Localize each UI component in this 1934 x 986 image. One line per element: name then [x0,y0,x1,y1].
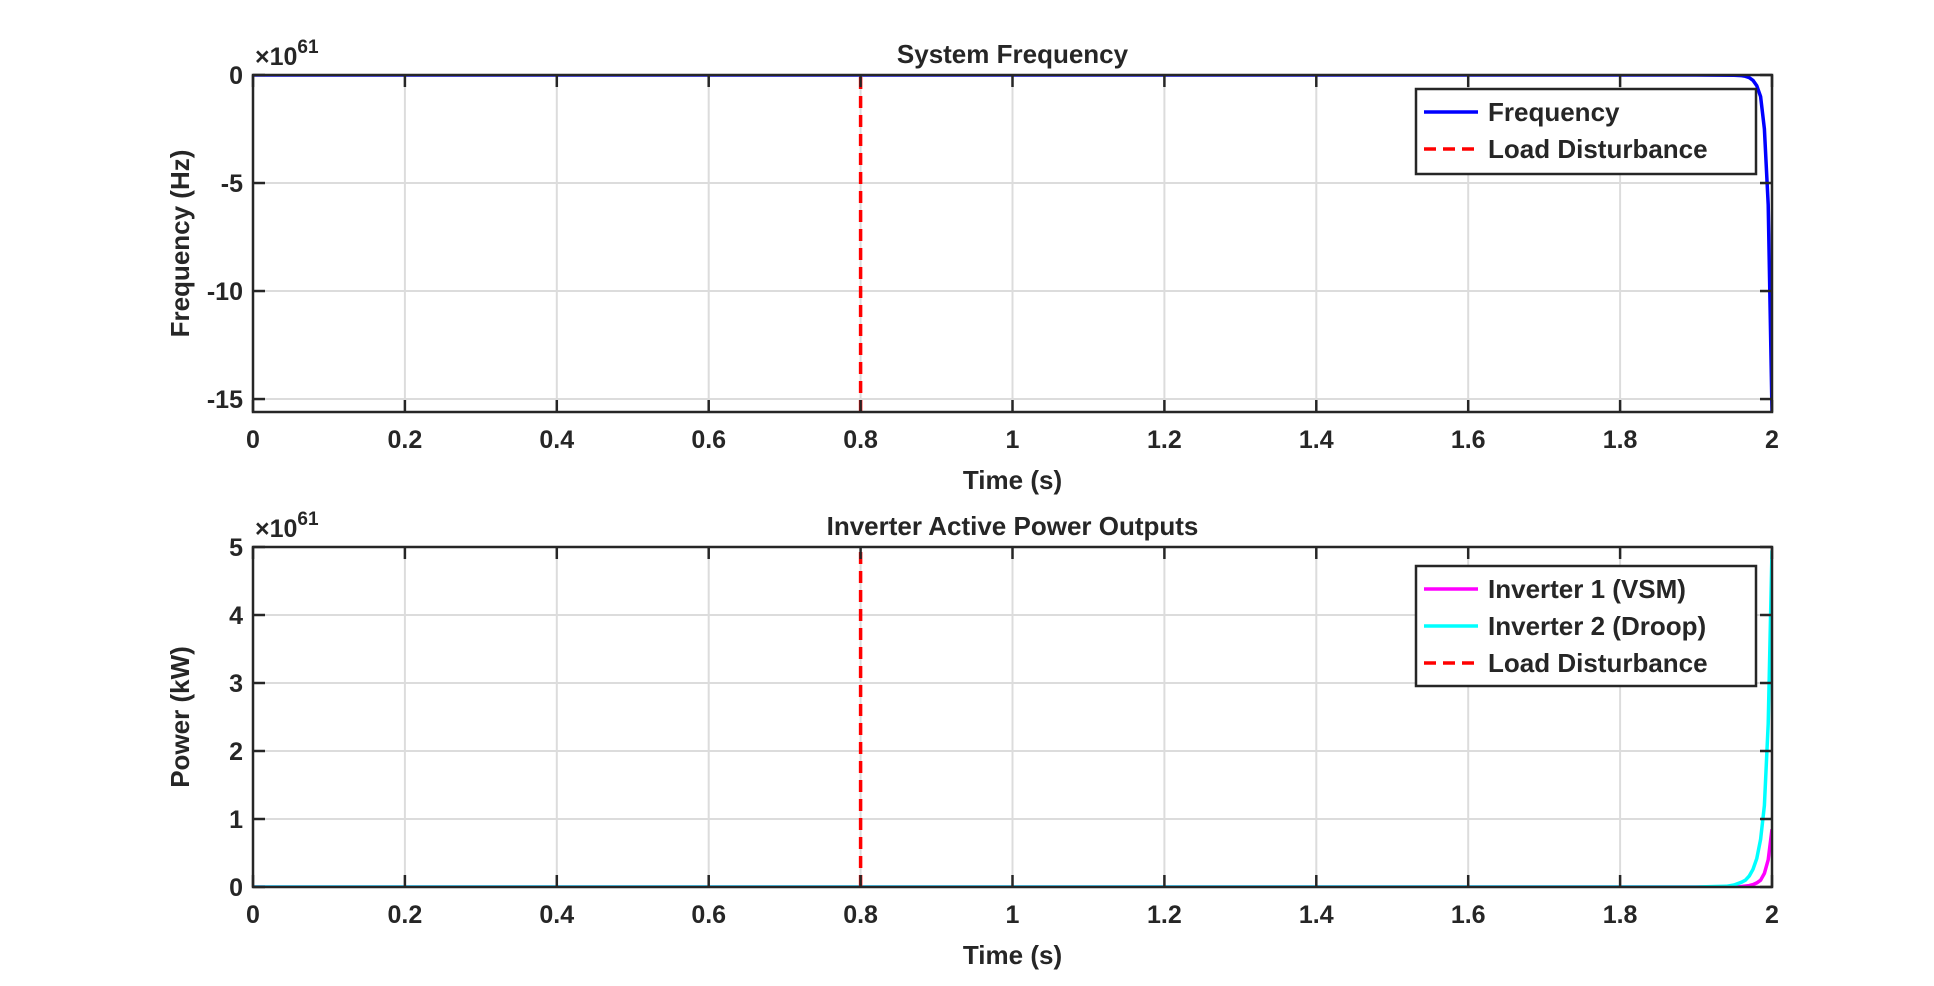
x-tick-label: 0 [246,426,260,454]
x-tick-label: 1.2 [1147,426,1182,454]
x-tick-label: 2 [1765,901,1779,929]
x-tick-label: 1.8 [1603,901,1638,929]
axis-exponent-label: ×1061 [255,37,319,71]
legend-label: Load Disturbance [1488,134,1708,164]
y-tick-label: -10 [207,278,243,306]
y-tick-label: 2 [229,738,243,766]
chart-1: 0 0.2 0.4 0.6 0.8 1 1.2 1.4 1.6 1.8 2 0 -5 -10 -15 ×106… [165,37,1779,495]
x-tick-label: 0.2 [388,901,423,929]
axis-exponent-label: ×1061 [255,509,319,543]
x-tick-label: 1.4 [1299,901,1334,929]
chart-title: Inverter Active Power Outputs [827,511,1199,541]
y-tick-label: 0 [229,62,243,90]
x-tick-label: 0.4 [539,901,574,929]
x-tick-label: 1.2 [1147,901,1182,929]
series-line-1 [253,75,1772,412]
chart-2: 0 0.2 0.4 0.6 0.8 1 1.2 1.4 1.6 1.8 2 0 1 2 3 4 5 ×1061 In… [165,509,1779,970]
legend-box [1414,87,1758,176]
x-tick-label: 2 [1765,426,1779,454]
x-tick-label: 1 [1006,426,1020,454]
legend-label: Load Disturbance [1488,648,1708,678]
chart-title: System Frequency [897,39,1129,69]
x-tick-label: 1.6 [1451,901,1486,929]
x-axis-label: Time (s) [963,940,1062,970]
legend: Inverter 1 (VSM) Inverter 2 (Droop) Load D… [1414,564,1758,688]
y-tick-label: 5 [229,534,243,562]
y-tick-label: 4 [229,602,243,630]
series-line-2 [253,550,1772,887]
y-tick-label: -5 [221,170,243,198]
x-tick-label: 0.8 [843,426,878,454]
y-tick-label: 3 [229,670,243,698]
y-tick-label: 1 [229,806,243,834]
x-tick-label: 1.4 [1299,426,1334,454]
x-tick-label: 0 [246,901,260,929]
x-tick-label: 0.2 [388,426,423,454]
x-tick-label: 1.8 [1603,426,1638,454]
y-tick-label: -15 [207,386,243,414]
x-tick-label: 0.8 [843,901,878,929]
legend-label: Inverter 2 (Droop) [1488,611,1706,641]
y-axis-label: Frequency (Hz) [165,150,195,338]
x-tick-label: 0.4 [539,426,574,454]
x-tick-label: 1 [1006,901,1020,929]
y-axis-label: Power (kW) [165,646,195,788]
legend: Frequency Load Disturbance [1414,87,1758,176]
x-axis-label: Time (s) [963,465,1062,495]
legend-label: Frequency [1488,97,1620,127]
legend-label: Inverter 1 (VSM) [1488,574,1686,604]
y-tick-label: 0 [229,874,243,902]
x-tick-label: 0.6 [691,901,726,929]
x-tick-label: 0.6 [691,426,726,454]
x-tick-label: 1.6 [1451,426,1486,454]
